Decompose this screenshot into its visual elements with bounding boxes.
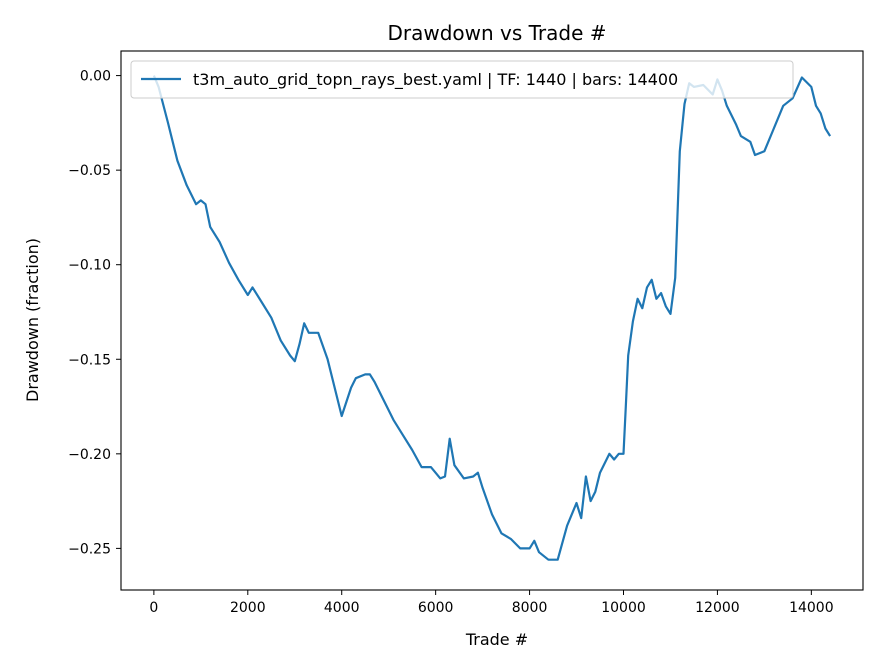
chart-title: Drawdown vs Trade #: [387, 21, 606, 45]
y-tick-label: −0.05: [68, 163, 111, 179]
x-axis: 0 2000 4000 6000 8000 10000 12000 14000: [149, 590, 834, 616]
x-tick-label: 10000: [601, 600, 646, 616]
axes-frame: [120, 50, 864, 591]
x-tick-label: 12000: [695, 600, 740, 616]
x-tick-label: 0: [149, 600, 158, 616]
legend-label: t3m_auto_grid_topn_rays_best.yaml | TF: …: [193, 70, 678, 90]
legend: t3m_auto_grid_topn_rays_best.yaml | TF: …: [130, 60, 794, 99]
y-tick-label: −0.15: [68, 352, 111, 368]
legend-box: [130, 60, 794, 99]
y-tick-label: 0.00: [80, 69, 111, 85]
x-axis-label: Trade #: [465, 630, 528, 649]
x-tick-label: 14000: [789, 600, 834, 616]
x-tick-label: 2000: [230, 600, 266, 616]
x-tick-label: 4000: [324, 600, 360, 616]
y-tick-label: −0.10: [68, 258, 111, 274]
x-tick-label: 8000: [512, 600, 548, 616]
y-axis: 0.00 −0.05 −0.10 −0.15 −0.20 −0.25: [68, 69, 121, 557]
y-tick-label: −0.20: [68, 447, 111, 463]
y-axis-label: Drawdown (fraction): [23, 238, 42, 402]
x-tick-label: 6000: [418, 600, 454, 616]
y-tick-label: −0.25: [68, 541, 111, 557]
